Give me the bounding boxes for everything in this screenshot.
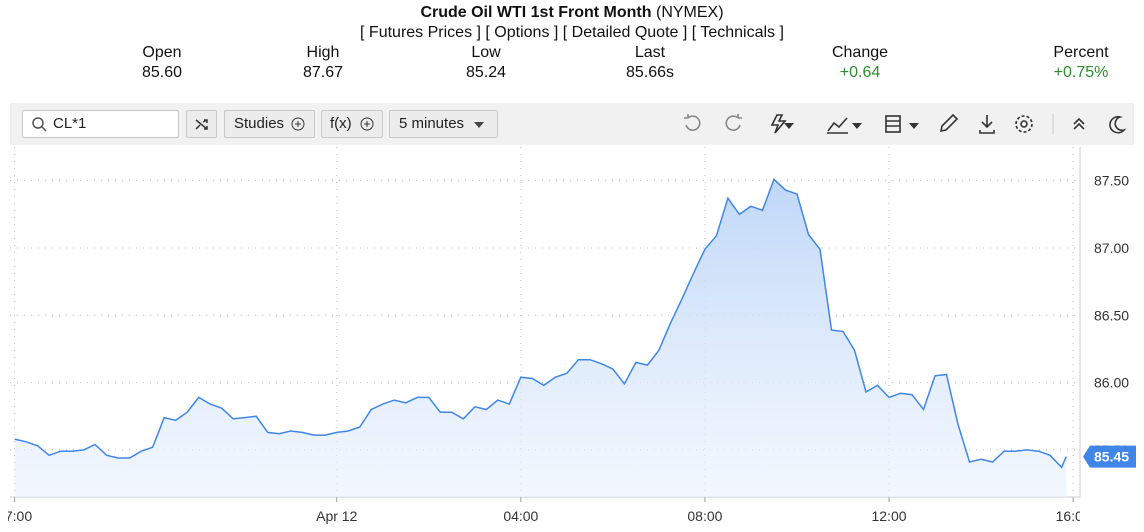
quote-label: Percent — [1053, 44, 1109, 61]
quote-item: Change +0.64 — [790, 43, 930, 83]
studies-button[interactable]: Studies — [224, 110, 315, 138]
last-price-tag — [1083, 445, 1136, 468]
quote-value: 85.60 — [141, 64, 183, 81]
title: Crude Oil WTI 1st Front Month — [420, 4, 652, 21]
link[interactable]: [ Options ] — [485, 24, 559, 41]
area-fill — [14, 179, 1067, 498]
function-label: f(x) — [330, 115, 352, 132]
quote-value: 87.67 — [302, 64, 344, 81]
quote-item: Open 85.60 — [92, 43, 232, 83]
x-tick-label: 16:00 — [1056, 508, 1091, 524]
shuffle-icon — [195, 119, 208, 130]
quote-value: +0.64 — [839, 64, 881, 81]
price-line — [14, 177, 1067, 469]
y-tick-label: 87.50 — [1094, 173, 1129, 189]
link[interactable]: [ Detailed Quote ] — [562, 24, 688, 41]
quote-item: High 87.67 — [253, 43, 393, 83]
title-line: Crude Oil WTI 1st Front Month (NYMEX) — [0, 4, 1144, 22]
link[interactable]: [ Technicals ] — [691, 24, 784, 41]
chart-type-icon[interactable] — [827, 117, 848, 134]
y-tick-label: 86.00 — [1094, 375, 1129, 391]
redo-icon[interactable] — [725, 114, 742, 131]
compare-button[interactable] — [186, 110, 217, 138]
quote-label: Last — [634, 44, 666, 61]
y-tick-label: 86.50 — [1094, 307, 1129, 323]
studies-label: Studies — [234, 115, 285, 132]
x-tick-label: 04:00 — [503, 508, 538, 524]
symbol-search[interactable]: CL*1 — [22, 110, 179, 138]
y-tick-label: 87.00 — [1094, 240, 1129, 256]
theme-icon[interactable] — [1109, 115, 1127, 134]
quote-value: 85.24 — [465, 64, 507, 81]
x-tick-label: 17:00 — [0, 508, 32, 524]
interval-button[interactable]: 5 minutes — [389, 110, 498, 138]
plus-icon — [360, 117, 374, 131]
download-icon[interactable] — [979, 115, 995, 134]
quote-label: Open — [142, 44, 182, 61]
search-icon — [32, 117, 47, 132]
quote-value: 85.66s — [625, 64, 675, 81]
draw-icon[interactable] — [939, 113, 959, 133]
quote-label: High — [306, 44, 340, 61]
toolbar: CL*1 Studies f(x) 5 minutes — [10, 103, 1134, 145]
last-price-label: 85.45 — [1094, 449, 1129, 465]
link[interactable]: [ Futures Prices ] — [360, 24, 481, 41]
links: [ Futures Prices ] [ Options ] [ Detaile… — [0, 24, 1144, 42]
function-button[interactable]: f(x) — [321, 110, 383, 138]
template-icon[interactable] — [885, 115, 901, 133]
quote-label: Change — [831, 44, 889, 61]
quote-item: Low 85.24 — [416, 43, 556, 83]
quote-item: Last 85.66s — [580, 43, 720, 83]
exchange: (NYMEX) — [655, 4, 724, 21]
x-tick-label: Apr 12 — [316, 508, 357, 524]
x-tick-label: 12:00 — [871, 508, 906, 524]
x-tick-label: 08:00 — [687, 508, 722, 524]
caret — [474, 122, 484, 128]
quote-value: +0.75% — [1053, 64, 1109, 81]
quote-item: Percent +0.75% — [1011, 43, 1144, 83]
interval-label: 5 minutes — [399, 115, 465, 132]
flash-icon[interactable] — [770, 114, 787, 134]
undo-icon[interactable] — [684, 114, 701, 131]
symbol: CL*1 — [53, 115, 87, 132]
toolbar-icons — [684, 113, 1127, 134]
settings-icon[interactable] — [1020, 120, 1028, 128]
collapse-icon[interactable] — [1073, 117, 1085, 130]
plus-icon — [291, 117, 305, 131]
quote-label: Low — [471, 44, 501, 61]
